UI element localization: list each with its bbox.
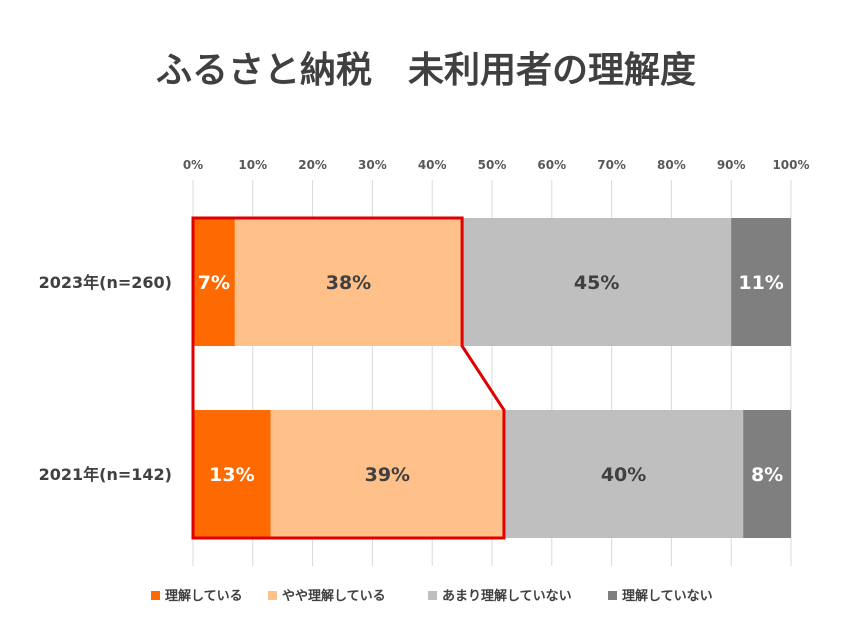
x-tick-label: 80%: [657, 158, 686, 172]
highlight-outline: [191, 216, 506, 540]
data-labels: 7% 38% 45% 11% 13% 39% 40% 8%: [198, 272, 784, 486]
legend-swatch: [268, 591, 277, 600]
bar-segment: [234, 218, 463, 346]
legend-label: やや理解している: [282, 588, 386, 604]
bar-segment: [731, 218, 791, 346]
category-label: 2021年(n=142): [39, 465, 172, 484]
x-tick-label: 50%: [478, 158, 507, 172]
data-label: 40%: [601, 464, 646, 486]
category-labels: 2023年(n=260) 2021年(n=142): [39, 273, 172, 484]
bar-segment: [193, 218, 235, 346]
bars: [193, 218, 791, 538]
data-label: 7%: [198, 272, 230, 294]
bar-segment: [503, 410, 744, 538]
legend-swatch: [151, 591, 160, 600]
data-label: 38%: [326, 272, 371, 294]
x-tick-label: 0%: [183, 158, 203, 172]
x-tick-label: 90%: [717, 158, 746, 172]
chart-title: ふるさと納税 未利用者の理解度: [156, 50, 696, 91]
legend-swatch: [608, 591, 617, 600]
legend-swatch: [428, 591, 437, 600]
x-tick-label: 60%: [537, 158, 566, 172]
legend-label: 理解している: [165, 588, 243, 604]
x-tick-label: 20%: [298, 158, 327, 172]
x-tick-label: 40%: [418, 158, 447, 172]
x-tick-label: 100%: [772, 158, 809, 172]
data-label: 11%: [738, 272, 783, 294]
category-label: 2023年(n=260): [39, 273, 172, 292]
data-label: 45%: [574, 272, 619, 294]
x-tick-label: 30%: [358, 158, 387, 172]
legend: 理解している やや理解している あまり理解していない 理解していない: [151, 588, 713, 604]
x-tick-label: 70%: [597, 158, 626, 172]
bar-segment: [193, 410, 271, 538]
x-tick-label: 10%: [238, 158, 267, 172]
bar-segment: [270, 410, 504, 538]
legend-label: あまり理解していない: [442, 588, 572, 604]
data-label: 39%: [365, 464, 410, 486]
legend-label: 理解していない: [622, 588, 713, 604]
x-axis-ticks: 0% 10% 20% 30% 40% 50% 60% 70% 80% 90% 100%: [183, 158, 810, 172]
data-label: 8%: [751, 464, 783, 486]
bar-segment: [462, 218, 732, 346]
data-label: 13%: [209, 464, 254, 486]
bar-segment: [743, 410, 791, 538]
